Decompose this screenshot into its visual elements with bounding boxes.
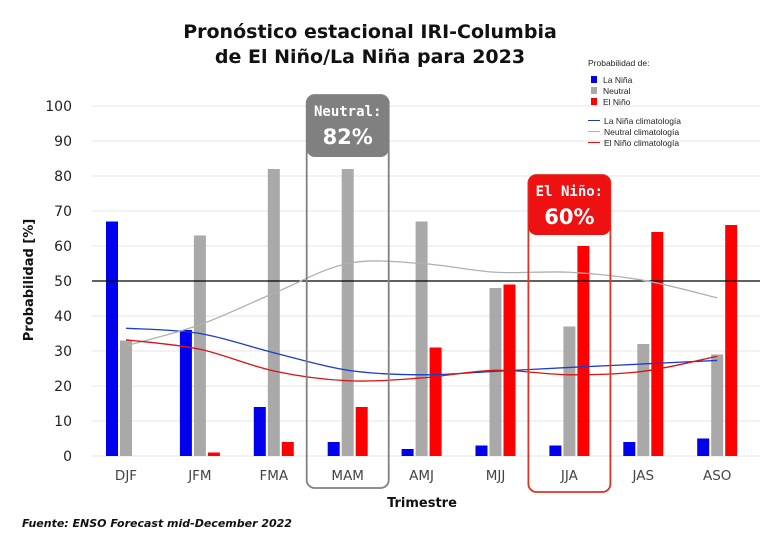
bar-neutral xyxy=(341,169,354,456)
neutral-clim-line-swatch xyxy=(588,130,600,133)
callout-value-neutral: 82% xyxy=(323,125,373,149)
y-tick-label: 100 xyxy=(45,99,72,115)
x-tick-label: JAS xyxy=(632,468,655,484)
bar-neutral xyxy=(563,326,576,456)
bar-neutral xyxy=(489,288,502,456)
bar-la-nina xyxy=(475,445,488,456)
bar-la-nina xyxy=(697,438,710,456)
callout-name-neutral: Neutral: xyxy=(314,104,381,120)
y-tick-label: 90 xyxy=(54,134,72,150)
bar-neutral xyxy=(415,221,428,456)
legend-label-el-nino: El Niño xyxy=(603,96,631,107)
bar-la-nina xyxy=(179,330,192,456)
bar-el-nino xyxy=(281,442,294,456)
legend-item-la-nina: La Niña xyxy=(588,74,768,85)
callout-label-bg-el-nino xyxy=(528,175,611,235)
callout-label-bg-neutral xyxy=(306,95,389,157)
x-tick-label: MAM xyxy=(331,468,364,484)
bar-neutral xyxy=(711,354,724,456)
y-tick-label: 30 xyxy=(54,344,72,360)
x-tick-label: ASO xyxy=(703,468,731,484)
bar-la-nina xyxy=(549,445,562,456)
bar-el-nino xyxy=(577,246,590,456)
legend-title: Probabilidad de: xyxy=(588,58,650,68)
el-nino-swatch xyxy=(591,98,597,105)
bar-el-nino xyxy=(355,407,368,456)
legend-item-neutral: Neutral xyxy=(588,85,768,96)
x-tick-label: DJF xyxy=(115,468,137,484)
legend-label-la-nina-clim: La Niña climatología xyxy=(604,115,682,126)
legend-item-el-nino: El Niño xyxy=(588,96,768,107)
la-nina-clim-line-swatch xyxy=(588,119,600,122)
la-nina-clim-line xyxy=(125,327,718,376)
x-tick-label: AMJ xyxy=(409,468,434,484)
y-tick-labels: 0 10 20 30 40 50 60 70 80 90 100 xyxy=(45,99,72,465)
bar-la-nina xyxy=(327,442,340,456)
bar-neutral xyxy=(193,235,206,456)
bar-el-nino xyxy=(207,452,220,456)
bar-la-nina xyxy=(106,221,118,456)
neutral-clim-line xyxy=(125,260,718,347)
x-tick-labels: DJF JFM FMA MAM AMJ MJJ JJA JAS ASO xyxy=(115,468,731,484)
y-axis-label: Probabilidad [%] xyxy=(22,219,37,341)
x-tick-label: MJJ xyxy=(486,468,506,484)
bar-la-nina xyxy=(253,407,266,456)
neutral-swatch xyxy=(591,87,597,94)
source-note: Fuente: ENSO Forecast mid-December 2022 xyxy=(22,517,292,530)
x-axis-label: Trimestre xyxy=(387,496,457,511)
la-nina-swatch xyxy=(591,76,597,83)
x-tick-label: FMA xyxy=(259,468,288,484)
callouts: Neutral: 82% El Niño: 60% xyxy=(305,94,612,493)
x-tick-label: JJA xyxy=(560,468,579,484)
chart-title-line-2: de El Niño/La Niña para 2023 xyxy=(214,46,526,68)
bar-la-nina xyxy=(401,449,414,456)
y-tick-label: 10 xyxy=(54,414,72,430)
legend-label-neutral-clim: Neutral climatología xyxy=(604,126,680,137)
x-tick-label: JFM xyxy=(187,468,211,484)
y-tick-label: 0 xyxy=(63,449,72,465)
bar-neutral xyxy=(120,340,132,456)
bars xyxy=(106,169,738,456)
y-tick-label: 50 xyxy=(54,274,72,290)
y-tick-label: 20 xyxy=(54,379,72,395)
bar-el-nino xyxy=(725,225,738,456)
bar-neutral xyxy=(267,169,280,456)
legend-item-la-nina-clim: La Niña climatología xyxy=(588,115,768,126)
bar-el-nino xyxy=(429,347,442,456)
y-tick-label: 60 xyxy=(54,239,72,255)
bar-el-nino xyxy=(651,232,664,456)
legend-item-neutral-clim: Neutral climatología xyxy=(588,126,768,137)
legend-item-el-nino-clim: El Niño climatología xyxy=(588,137,768,148)
legend: Probabilidad de: La Niña Neutral El Niño… xyxy=(588,58,768,148)
bar-la-nina xyxy=(623,442,636,456)
el-nino-clim-line-swatch xyxy=(588,141,600,144)
callout-value-el-nino: 60% xyxy=(544,205,594,229)
legend-label-neutral: Neutral xyxy=(603,85,631,96)
climatology-lines xyxy=(125,260,718,382)
legend-label-el-nino-clim: El Niño climatología xyxy=(604,137,680,148)
chart-title-line-1: Pronóstico estacional IRI-Columbia xyxy=(183,21,557,43)
y-tick-label: 80 xyxy=(54,169,72,185)
y-tick-label: 70 xyxy=(54,204,72,220)
chart-title: Pronóstico estacional IRI-Columbia de El… xyxy=(150,20,590,70)
bar-neutral xyxy=(637,344,650,456)
el-nino-clim-line xyxy=(125,339,718,382)
callout-name-el-nino: El Niño: xyxy=(536,184,603,200)
y-tick-label: 40 xyxy=(54,309,72,325)
legend-label-la-nina: La Niña xyxy=(603,74,633,85)
